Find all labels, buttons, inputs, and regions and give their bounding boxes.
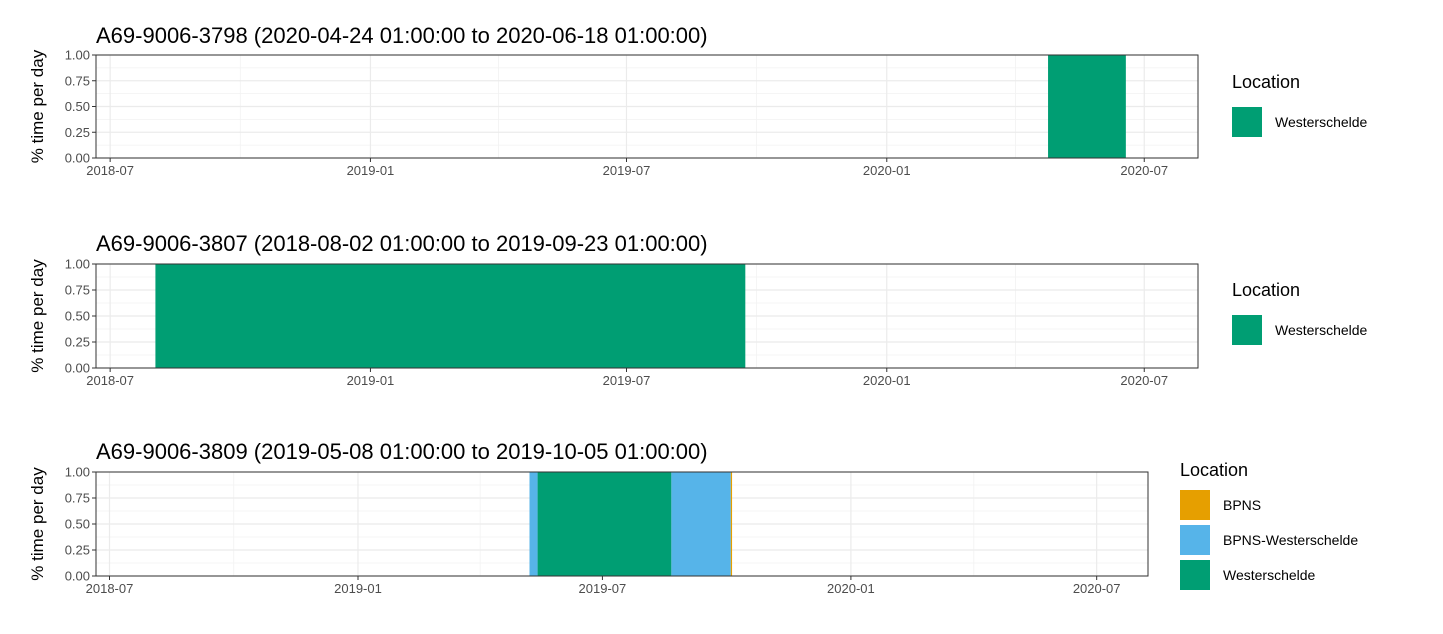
x-tick-label: 2020-01 xyxy=(827,581,875,596)
legend-swatch xyxy=(1232,315,1262,345)
x-tick-label: 2020-01 xyxy=(863,163,911,178)
y-tick-label: 0.25 xyxy=(65,335,90,350)
y-tick-label: 0.00 xyxy=(65,569,90,584)
y-tick-label: 0.50 xyxy=(65,99,90,114)
x-tick-label: 2020-01 xyxy=(863,373,911,388)
y-tick-label: 0.25 xyxy=(65,125,90,140)
legend: Location BPNS BPNS-Westerschelde Westersche… xyxy=(1180,460,1358,590)
legend-label: Westerschelde xyxy=(1223,567,1316,583)
x-tick-label: 2018-07 xyxy=(86,373,134,388)
y-tick-label: 0.75 xyxy=(65,73,90,88)
chart-panel: 0.00 0.25 0.50 0.75 1.00 2018-07 2019-01 2019-0… xyxy=(28,231,1368,388)
legend: Location Westerschelde xyxy=(1232,280,1368,345)
chart-title: A69-9006-3809 (2019-05-08 01:00:00 to 20… xyxy=(96,439,708,464)
y-tick-label: 0.75 xyxy=(65,283,90,298)
bar-westerschelde xyxy=(155,264,746,368)
y-tick-label: 1.00 xyxy=(65,257,90,272)
y-tick-label: 0.50 xyxy=(65,309,90,324)
legend-title: Location xyxy=(1180,460,1248,480)
y-tick-label: 0.50 xyxy=(65,517,90,532)
y-axis-title: % time per day xyxy=(28,49,47,163)
legend-label: Westerschelde xyxy=(1275,322,1368,338)
x-tick-label: 2020-07 xyxy=(1073,581,1121,596)
bar-bpns-westerschelde xyxy=(671,472,731,576)
x-tick-label: 2019-01 xyxy=(347,163,395,178)
y-tick-label: 0.00 xyxy=(65,151,90,166)
bar-westerschelde xyxy=(537,472,672,576)
legend-label: BPNS-Westerschelde xyxy=(1223,532,1358,548)
legend-title: Location xyxy=(1232,72,1300,92)
y-axis-title: % time per day xyxy=(28,467,47,581)
legend-swatch xyxy=(1232,107,1262,137)
y-tick-label: 1.00 xyxy=(65,465,90,480)
chart-title: A69-9006-3807 (2018-08-02 01:00:00 to 20… xyxy=(96,231,708,256)
y-tick-label: 0.25 xyxy=(65,543,90,558)
y-tick-label: 0.00 xyxy=(65,361,90,376)
y-axis-title: % time per day xyxy=(28,259,47,373)
chart-panel: 0.00 0.25 0.50 0.75 1.00 2018-07 2019-01 2019-0… xyxy=(28,439,1358,596)
x-tick-label: 2018-07 xyxy=(86,581,134,596)
x-tick-label: 2019-07 xyxy=(579,581,627,596)
legend: Location Westerschelde xyxy=(1232,72,1368,137)
legend-label: BPNS xyxy=(1223,497,1261,513)
x-tick-label: 2019-01 xyxy=(334,581,382,596)
legend-swatch xyxy=(1180,490,1210,520)
x-tick-label: 2020-07 xyxy=(1120,373,1168,388)
legend-title: Location xyxy=(1232,280,1300,300)
x-tick-label: 2019-07 xyxy=(603,163,651,178)
chart-title: A69-9006-3798 (2020-04-24 01:00:00 to 20… xyxy=(96,23,708,48)
x-tick-label: 2019-07 xyxy=(603,373,651,388)
y-tick-label: 1.00 xyxy=(65,48,90,63)
legend-swatch xyxy=(1180,525,1210,555)
bar-bpns xyxy=(730,472,733,576)
x-tick-label: 2020-07 xyxy=(1120,163,1168,178)
y-tick-label: 0.75 xyxy=(65,491,90,506)
legend-swatch xyxy=(1180,560,1210,590)
legend-label: Westerschelde xyxy=(1275,114,1368,130)
bar-bpns-westerschelde xyxy=(529,472,538,576)
x-tick-label: 2019-01 xyxy=(347,373,395,388)
bar-westerschelde xyxy=(1048,55,1126,158)
chart-panel: 0.00 0.25 0.50 0.75 1.00 2018-07 2019-01 2019-0… xyxy=(28,23,1368,178)
x-tick-label: 2018-07 xyxy=(86,163,134,178)
